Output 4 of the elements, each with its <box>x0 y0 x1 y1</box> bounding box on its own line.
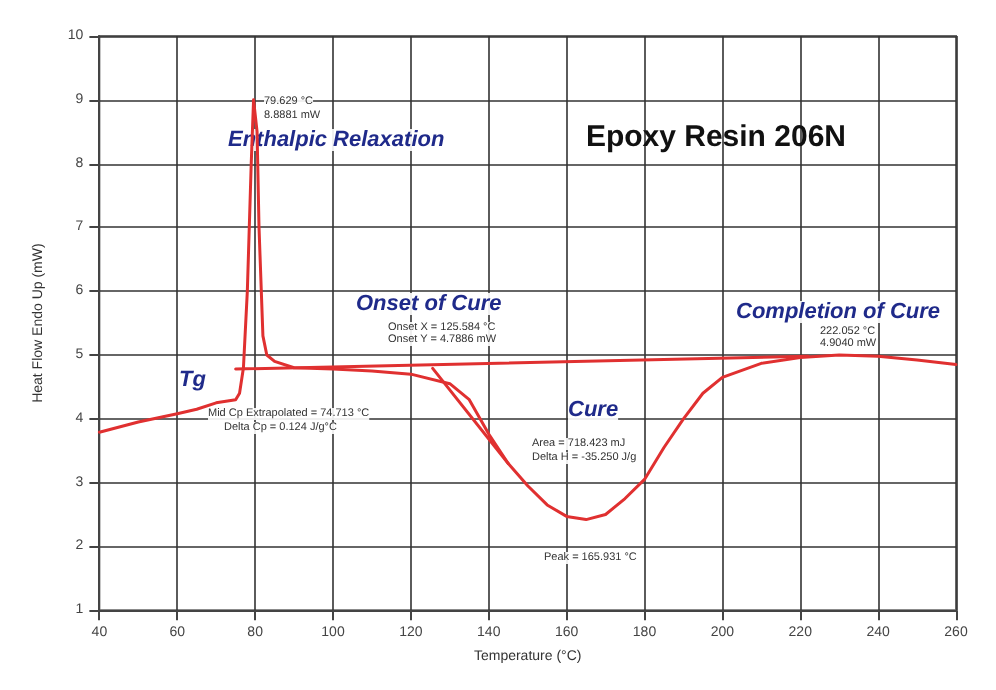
annotation: Tg <box>179 368 207 392</box>
annotation: Cure <box>568 398 619 422</box>
annotation: Onset of Cure <box>356 292 502 316</box>
annotation: Completion of Cure <box>736 300 941 324</box>
